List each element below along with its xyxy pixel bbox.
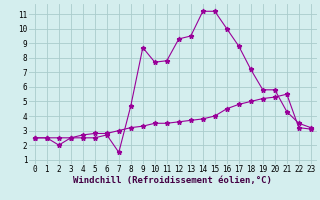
X-axis label: Windchill (Refroidissement éolien,°C): Windchill (Refroidissement éolien,°C) (73, 176, 272, 185)
